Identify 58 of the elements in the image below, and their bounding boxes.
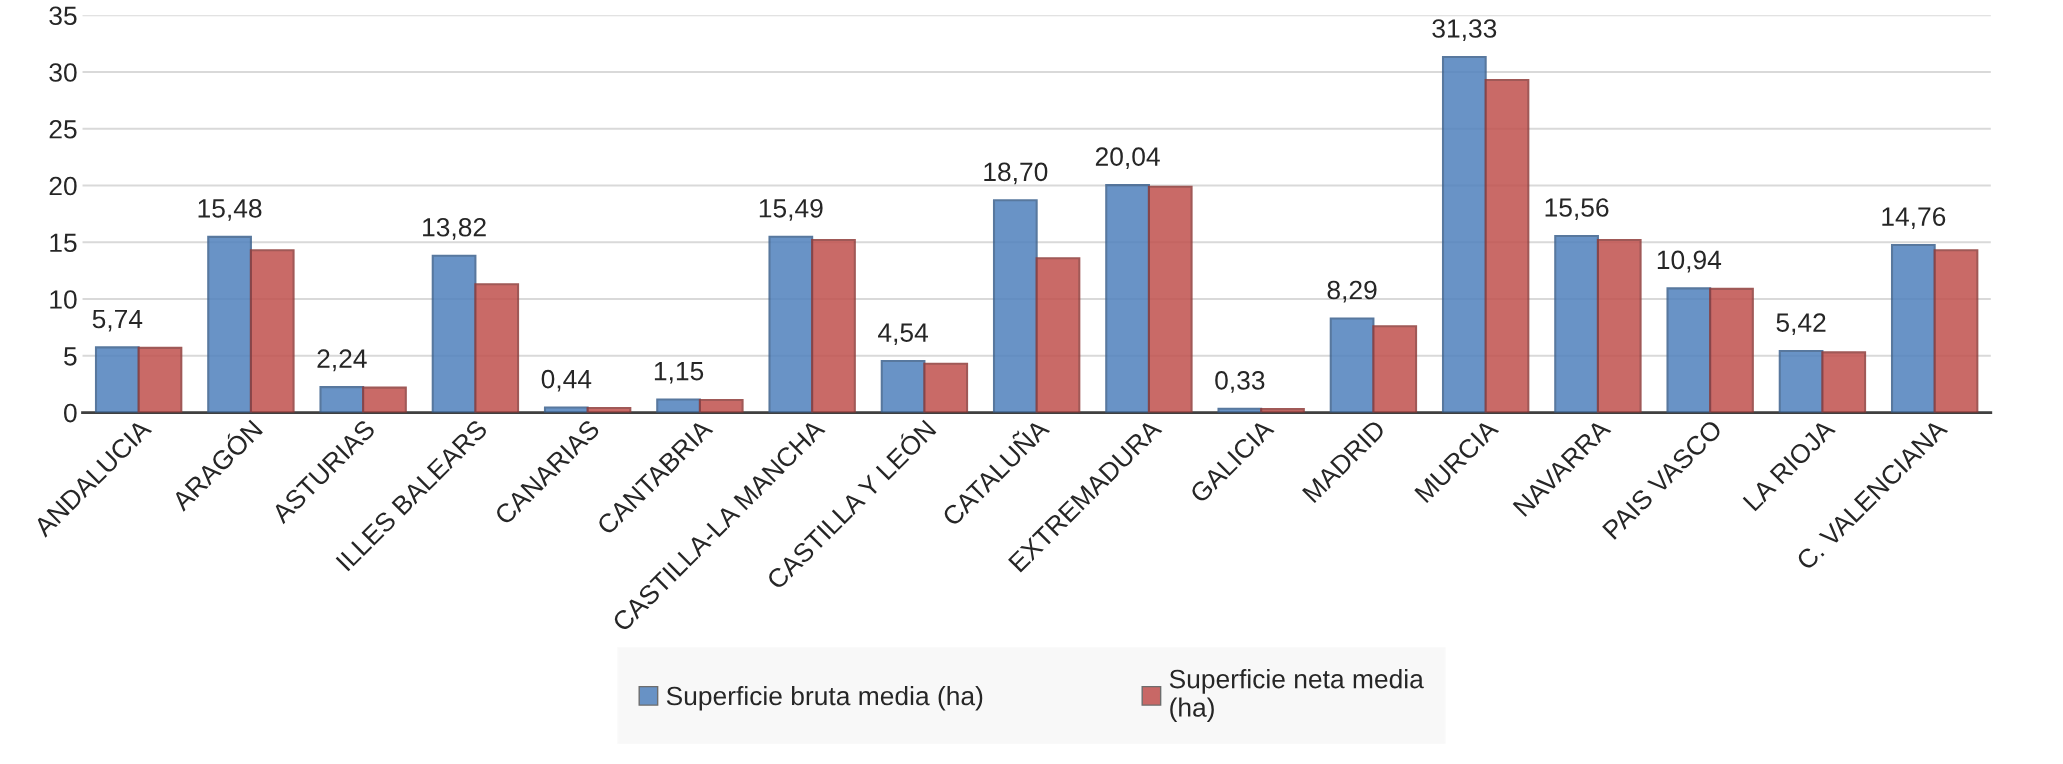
bar <box>431 254 477 413</box>
data-label: 15,48 <box>198 199 262 221</box>
y-tick-label: 20 <box>49 176 77 196</box>
bar <box>1596 238 1642 413</box>
bar <box>768 235 814 413</box>
data-label: 2,24 <box>317 349 367 372</box>
data-label: 31,33 <box>1432 19 1497 41</box>
bar <box>362 386 407 413</box>
data-label: 1,15 <box>654 361 704 384</box>
y-tick-label: 25 <box>49 119 77 139</box>
legend-label: Superficie neta media (ha) <box>1169 669 1424 723</box>
data-label: 5,74 <box>92 309 143 332</box>
bar <box>1821 351 1867 413</box>
bar <box>811 238 856 413</box>
data-label: 10,94 <box>1657 250 1722 273</box>
data-label: 13,82 <box>423 217 486 240</box>
bar <box>1709 287 1754 413</box>
y-tick-label: 0 <box>64 403 77 423</box>
data-label: 8,29 <box>1327 280 1377 303</box>
bar <box>880 359 926 413</box>
legend-label: Superficie bruta media (ha) <box>666 685 983 711</box>
bar <box>1554 234 1599 413</box>
data-label: 0,33 <box>1215 371 1265 393</box>
bar <box>1778 350 1824 413</box>
data-label: 15,49 <box>759 198 823 221</box>
bar <box>319 386 365 413</box>
bar <box>1105 184 1150 413</box>
bar <box>698 399 744 413</box>
y-tick-label: 5 <box>64 347 77 366</box>
y-tick-label: 10 <box>50 290 77 309</box>
data-label: 15,56 <box>1545 198 1609 220</box>
data-label: 4,54 <box>878 323 928 346</box>
bar <box>1484 78 1530 413</box>
bar <box>1329 317 1375 413</box>
y-tick-label: 35 <box>49 6 77 26</box>
bar <box>1441 55 1487 413</box>
bar <box>656 398 701 413</box>
data-label: 5,42 <box>1776 313 1826 336</box>
y-tick-label: 15 <box>50 233 77 253</box>
bar <box>137 346 183 413</box>
data-label: 14,76 <box>1882 207 1946 230</box>
data-label: 18,70 <box>984 162 1048 185</box>
bar <box>1260 408 1305 413</box>
data-label: 20,04 <box>1095 147 1160 170</box>
bar <box>249 249 295 413</box>
bar <box>1147 185 1193 413</box>
bar <box>474 283 520 413</box>
bar <box>1666 287 1712 413</box>
bar <box>207 235 252 413</box>
bar <box>992 199 1038 413</box>
bar <box>1933 249 1979 413</box>
bar <box>923 362 969 413</box>
bar <box>1035 257 1081 413</box>
bar <box>94 346 140 413</box>
bar <box>1890 243 1936 413</box>
data-label: 0,44 <box>541 369 592 392</box>
bar <box>1372 325 1418 413</box>
y-tick-label: 30 <box>49 63 77 82</box>
